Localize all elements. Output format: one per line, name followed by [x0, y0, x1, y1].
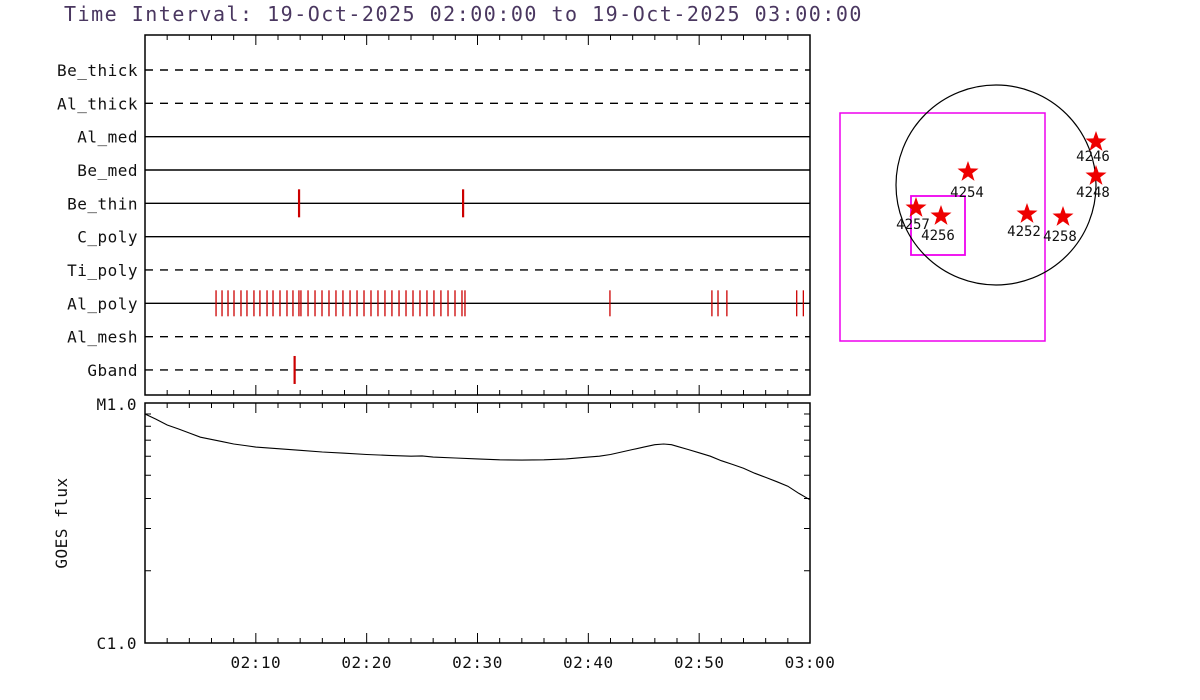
row-label-Al_mesh: Al_mesh [67, 328, 138, 347]
goes-x-tick-label: 02:40 [563, 653, 614, 672]
active-region-label-4248: 4248 [1076, 185, 1110, 201]
row-label-Be_thin: Be_thin [67, 194, 138, 213]
goes-x-tick-label: 02:50 [674, 653, 725, 672]
goes-ylabel: GOES flux [52, 477, 71, 568]
row-label-Al_thick: Al_thick [57, 94, 138, 113]
goes-x-tick-label: 02:20 [341, 653, 392, 672]
plot-title: Time Interval: 19-Oct-2025 02:00:00 to 1… [64, 2, 863, 26]
solar-disk [895, 84, 1097, 286]
active-region-label-4252: 4252 [1007, 224, 1041, 240]
active-region-star-4246 [1085, 131, 1107, 151]
goes-flux-curve [144, 413, 811, 501]
timeline-panel: Be_thick Al_thick Al_med Be_med Be_thin C_pol… [57, 34, 811, 396]
row-label-Gband: Gband [87, 361, 138, 380]
active-region-star-4252 [1016, 203, 1038, 223]
goes-x-tick-label: 02:30 [452, 653, 503, 672]
goes-panel: M1.0 C1.0 02:10 02:20 02:30 02:40 02:50 03:00 GO… [52, 395, 835, 672]
active-region-star-4256 [930, 205, 952, 225]
active-region-star-4257 [905, 197, 927, 217]
row-label-Be_thick: Be_thick [57, 61, 138, 80]
active-region-label-4254: 4254 [950, 185, 984, 201]
y-label-top: M1.0 [96, 395, 137, 414]
active-region-label-4258: 4258 [1043, 229, 1077, 245]
goes-border [144, 402, 811, 644]
y-label-bottom: C1.0 [96, 634, 137, 653]
goes-x-tick-label: 03:00 [785, 653, 836, 672]
active-region-label-4256: 4256 [921, 228, 955, 244]
row-label-Al_med: Al_med [77, 128, 138, 147]
row-label-Al_poly: Al_poly [67, 294, 138, 313]
active-region-star-4258 [1052, 206, 1074, 226]
active-region-star-4254 [957, 161, 979, 181]
row-label-Be_med: Be_med [77, 161, 138, 180]
goes-x-tick-label: 02:10 [230, 653, 281, 672]
sub-fov-box [910, 195, 966, 256]
active-region-label-4257: 4257 [896, 217, 930, 233]
timeline-border [144, 34, 811, 396]
row-label-C_poly: C_poly [77, 228, 138, 247]
row-label-Ti_poly: Ti_poly [67, 261, 138, 280]
fov-box [839, 112, 1046, 342]
active-region-label-4246: 4246 [1076, 149, 1110, 165]
active-region-star-4248 [1085, 165, 1107, 185]
